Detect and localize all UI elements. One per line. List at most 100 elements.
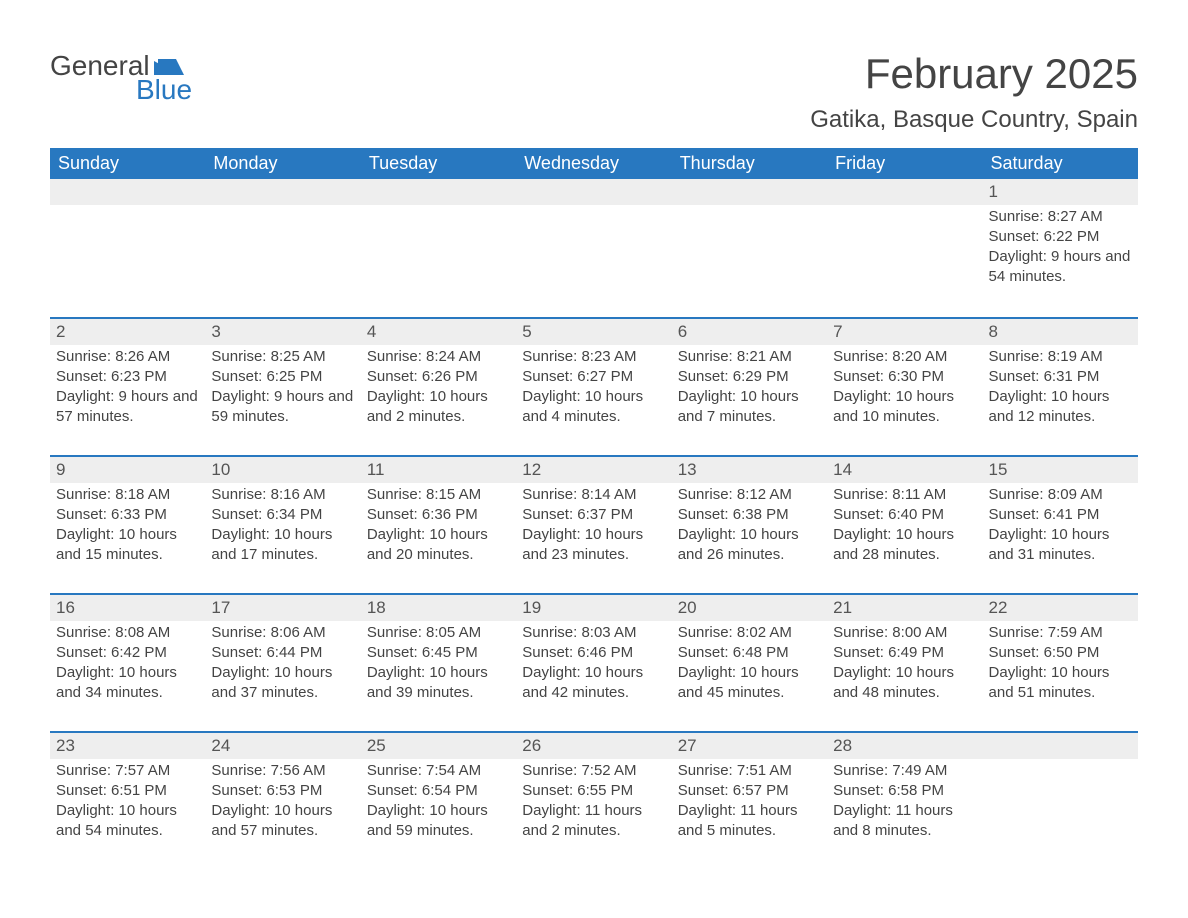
day-number: 21 [833,598,852,617]
daylight-text: Daylight: 10 hours and 34 minutes. [56,663,199,703]
sunset-text: Sunset: 6:58 PM [833,781,976,801]
sunset-text: Sunset: 6:31 PM [989,367,1132,387]
daylight-text: Daylight: 10 hours and 7 minutes. [678,387,821,427]
day-cell: 1Sunrise: 8:27 AMSunset: 6:22 PMDaylight… [983,179,1138,307]
day-num-row: 9 [50,457,205,483]
day-num-row: 28 [827,733,982,759]
day-number: 22 [989,598,1008,617]
sunset-text: Sunset: 6:36 PM [367,505,510,525]
sunset-text: Sunset: 6:46 PM [522,643,665,663]
day-number: 25 [367,736,386,755]
sunset-text: Sunset: 6:22 PM [989,227,1132,247]
daylight-text: Daylight: 10 hours and 20 minutes. [367,525,510,565]
day-num-row: 3 [205,319,360,345]
day-info: Sunrise: 8:27 AMSunset: 6:22 PMDaylight:… [989,207,1132,286]
sunset-text: Sunset: 6:33 PM [56,505,199,525]
day-number: 9 [56,460,65,479]
sunset-text: Sunset: 6:34 PM [211,505,354,525]
sunrise-text: Sunrise: 7:52 AM [522,761,665,781]
daylight-text: Daylight: 10 hours and 51 minutes. [989,663,1132,703]
day-num-row: 2 [50,319,205,345]
day-cell: 23Sunrise: 7:57 AMSunset: 6:51 PMDayligh… [50,733,205,859]
sunrise-text: Sunrise: 7:57 AM [56,761,199,781]
week-row: 1Sunrise: 8:27 AMSunset: 6:22 PMDaylight… [50,179,1138,307]
weeks-container: 1Sunrise: 8:27 AMSunset: 6:22 PMDaylight… [50,179,1138,859]
sunrise-text: Sunrise: 8:06 AM [211,623,354,643]
day-cell: 22Sunrise: 7:59 AMSunset: 6:50 PMDayligh… [983,595,1138,721]
day-cell: 24Sunrise: 7:56 AMSunset: 6:53 PMDayligh… [205,733,360,859]
empty-day-num-row [205,179,360,205]
day-number: 8 [989,322,998,341]
week-row: 23Sunrise: 7:57 AMSunset: 6:51 PMDayligh… [50,731,1138,859]
day-header-tue: Tuesday [361,148,516,179]
day-number: 24 [211,736,230,755]
empty-day-cell [205,179,360,307]
day-cell: 2Sunrise: 8:26 AMSunset: 6:23 PMDaylight… [50,319,205,445]
logo: General Blue [50,50,192,106]
daylight-text: Daylight: 10 hours and 28 minutes. [833,525,976,565]
sunrise-text: Sunrise: 8:12 AM [678,485,821,505]
day-num-row: 14 [827,457,982,483]
daylight-text: Daylight: 10 hours and 45 minutes. [678,663,821,703]
daylight-text: Daylight: 10 hours and 54 minutes. [56,801,199,841]
sunset-text: Sunset: 6:29 PM [678,367,821,387]
week-row: 9 Sunrise: 8:18 AMSunset: 6:33 PM Daylight… [50,455,1138,583]
daylight-text: Daylight: 10 hours and 4 minutes. [522,387,665,427]
day-header-sat: Saturday [983,148,1138,179]
daylight-text: Daylight: 9 hours and 57 minutes. [56,387,199,427]
day-cell: 19Sunrise: 8:03 AMSunset: 6:46 PMDayligh… [516,595,671,721]
empty-day-num-row [50,179,205,205]
day-number: 16 [56,598,75,617]
daylight-text: Daylight: 11 hours and 5 minutes. [678,801,821,841]
empty-day-num-row [361,179,516,205]
day-number: 14 [833,460,852,479]
day-cell: 18Sunrise: 8:05 AMSunset: 6:45 PMDayligh… [361,595,516,721]
daylight-text: Daylight: 11 hours and 8 minutes. [833,801,976,841]
day-header-mon: Monday [205,148,360,179]
daylight-text: Daylight: 10 hours and 26 minutes. [678,525,821,565]
day-header-wed: Wednesday [516,148,671,179]
day-info: Sunrise: 8:19 AMSunset: 6:31 PMDaylight:… [989,347,1132,426]
sunrise-text: Sunrise: 8:18 AM [56,485,199,505]
day-num-row: 15 [983,457,1138,483]
sunset-text: Sunset: 6:23 PM [56,367,199,387]
empty-day-num-row [516,179,671,205]
empty-day-num-row [672,179,827,205]
day-number: 18 [367,598,386,617]
week-row: 2Sunrise: 8:26 AMSunset: 6:23 PMDaylight… [50,317,1138,445]
day-number: 12 [522,460,541,479]
calendar: Sunday Monday Tuesday Wednesday Thursday… [50,148,1138,859]
day-cell: 9Sunrise: 8:18 AMSunset: 6:33 PMDaylight… [50,457,205,583]
day-num-row: 1 [983,179,1138,205]
day-info: Sunrise: 8:06 AMSunset: 6:44 PMDaylight:… [211,623,354,702]
day-info: Sunrise: 8:26 AMSunset: 6:23 PMDaylight:… [56,347,199,426]
empty-day-num-row [983,733,1138,759]
day-info: Sunrise: 8:16 AMSunset: 6:34 PMDaylight:… [211,485,354,564]
sunset-text: Sunset: 6:49 PM [833,643,976,663]
day-cell: 3Sunrise: 8:25 AMSunset: 6:25 PMDaylight… [205,319,360,445]
day-num-row: 16 [50,595,205,621]
day-info: Sunrise: 8:03 AMSunset: 6:46 PMDaylight:… [522,623,665,702]
day-info: Sunrise: 8:24 AMSunset: 6:26 PMDaylight:… [367,347,510,426]
day-cell: 26Sunrise: 7:52 AMSunset: 6:55 PMDayligh… [516,733,671,859]
sunrise-text: Sunrise: 8:14 AM [522,485,665,505]
day-num-row: 12 [516,457,671,483]
day-cell: 13Sunrise: 8:12 AMSunset: 6:38 PMDayligh… [672,457,827,583]
sunrise-text: Sunrise: 8:09 AM [989,485,1132,505]
day-number: 10 [211,460,230,479]
day-number: 26 [522,736,541,755]
day-info: Sunrise: 8:09 AMSunset: 6:41 PMDaylight:… [989,485,1132,564]
day-number: 20 [678,598,697,617]
empty-day-num-row [827,179,982,205]
empty-day-cell [361,179,516,307]
day-cell: 20Sunrise: 8:02 AMSunset: 6:48 PMDayligh… [672,595,827,721]
day-number: 28 [833,736,852,755]
day-cell: 21Sunrise: 8:00 AMSunset: 6:49 PMDayligh… [827,595,982,721]
day-num-row: 20 [672,595,827,621]
sunrise-text: Sunrise: 7:51 AM [678,761,821,781]
day-headers-row: Sunday Monday Tuesday Wednesday Thursday… [50,148,1138,179]
day-num-row: 22 [983,595,1138,621]
sunset-text: Sunset: 6:45 PM [367,643,510,663]
day-num-row: 13 [672,457,827,483]
sunrise-text: Sunrise: 8:03 AM [522,623,665,643]
